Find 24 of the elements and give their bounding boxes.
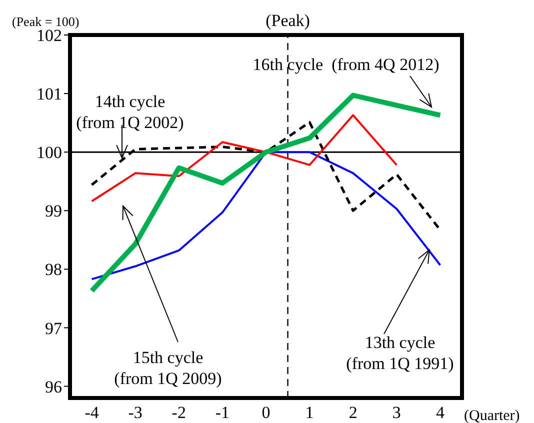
annotation: 13th cycle (from 1Q 1991) (346, 333, 454, 373)
annotation: 14th cycle (from 1Q 2002) (76, 92, 184, 132)
y-tick-label: 102 (36, 26, 62, 46)
annotation: 15th cycle (from 1Q 2009) (114, 348, 222, 388)
x-axis-title: (Quarter) (464, 408, 520, 423)
y-tick-label: 99 (45, 202, 62, 221)
y-tick-label: 100 (36, 143, 62, 162)
y-tick-label: 98 (45, 260, 62, 280)
annotation: 16th cycle (from 4Q 2012) (252, 55, 440, 74)
x-tick-label: -3 (128, 403, 142, 422)
y-axis-title: (Peak = 100) (12, 14, 80, 29)
y-tick-label: 97 (45, 318, 62, 338)
x-tick-label: 3 (392, 403, 401, 422)
x-tick-label: 2 (348, 403, 358, 422)
x-tick-label: 1 (305, 403, 314, 422)
line-series (90, 151, 442, 280)
x-tick-label: -1 (215, 403, 230, 422)
ref-line-label: (Peak) (266, 11, 310, 30)
y-tick-label: 101 (36, 84, 62, 104)
y-tick-label: 96 (45, 377, 62, 396)
x-tick-label: 4 (436, 403, 445, 422)
x-tick-label: 0 (262, 403, 270, 422)
x-tick-label: -2 (172, 403, 186, 422)
x-tick-label: -4 (84, 403, 100, 422)
